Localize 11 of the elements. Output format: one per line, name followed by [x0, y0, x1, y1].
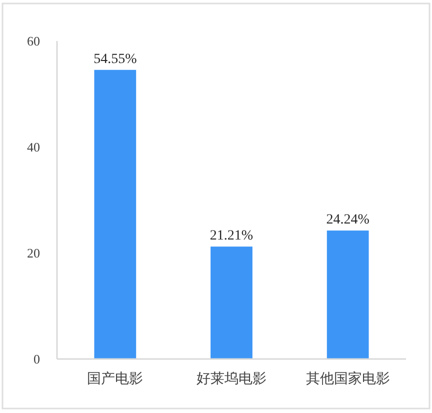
data-label: 24.24%: [326, 212, 370, 228]
x-tick-label: 其他国家电影: [306, 370, 390, 386]
data-label: 54.55%: [94, 52, 138, 67]
data-label: 21.21%: [210, 228, 254, 244]
plot: 54.55% 21.21% 24.24%: [94, 52, 370, 359]
x-tick-label: 国产电影: [87, 370, 144, 386]
x-tick-label: 好莱坞电影: [196, 370, 266, 386]
y-tick-label: 0: [34, 352, 40, 366]
y-tick-label: 40: [27, 140, 40, 154]
y-tick-label: 20: [27, 246, 40, 260]
y-tick-label: 60: [27, 34, 40, 48]
